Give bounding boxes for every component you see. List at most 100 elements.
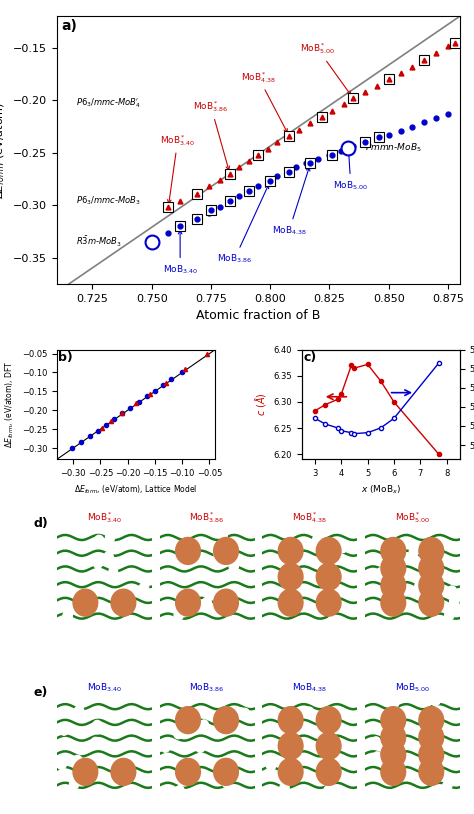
Circle shape: [57, 759, 66, 769]
Circle shape: [265, 554, 275, 564]
Circle shape: [319, 600, 328, 610]
Circle shape: [111, 759, 136, 786]
Circle shape: [316, 563, 341, 590]
X-axis label: Atomic fraction of B: Atomic fraction of B: [196, 309, 320, 322]
Circle shape: [316, 537, 341, 564]
Circle shape: [175, 786, 184, 796]
Circle shape: [125, 569, 134, 580]
Circle shape: [73, 759, 98, 786]
Circle shape: [69, 779, 79, 789]
Circle shape: [94, 535, 104, 545]
Circle shape: [273, 771, 283, 781]
Text: MoB$^*_{4.38}$: MoB$^*_{4.38}$: [241, 70, 287, 133]
Circle shape: [74, 706, 84, 716]
Circle shape: [176, 589, 201, 616]
Circle shape: [381, 724, 406, 751]
Circle shape: [195, 742, 205, 752]
Circle shape: [419, 572, 444, 599]
Circle shape: [214, 549, 223, 558]
Y-axis label: $\Delta E_{form}$, (eV/atom): $\Delta E_{form}$, (eV/atom): [0, 102, 8, 199]
Circle shape: [316, 733, 341, 759]
Circle shape: [278, 589, 303, 616]
Circle shape: [445, 610, 454, 620]
Circle shape: [381, 572, 406, 599]
X-axis label: $\Delta E_{form}$, (eV/atom), Lattice Model: $\Delta E_{form}$, (eV/atom), Lattice Mo…: [74, 484, 198, 496]
Circle shape: [312, 535, 322, 545]
Circle shape: [59, 725, 69, 735]
Text: MoB$^*_{5.00}$: MoB$^*_{5.00}$: [300, 42, 351, 95]
Circle shape: [419, 742, 444, 768]
Circle shape: [268, 707, 278, 717]
Circle shape: [176, 547, 186, 558]
Circle shape: [409, 547, 419, 557]
Text: e): e): [33, 686, 47, 699]
X-axis label: $x$ (MoB$_x$): $x$ (MoB$_x$): [361, 484, 401, 496]
Text: $Pmmn$-MoB$_5$: $Pmmn$-MoB$_5$: [365, 142, 422, 154]
Title: MoB$_{3.40}$: MoB$_{3.40}$: [87, 682, 122, 694]
Circle shape: [419, 589, 444, 616]
Text: MoB$^*_{3.40}$: MoB$^*_{3.40}$: [160, 133, 195, 204]
Text: b): b): [58, 351, 73, 364]
Circle shape: [447, 586, 456, 596]
Circle shape: [92, 720, 102, 731]
Circle shape: [174, 610, 183, 620]
Title: MoB$^*_{3.86}$: MoB$^*_{3.86}$: [190, 510, 225, 525]
Y-axis label: $\Delta E_{form}$, (eV/atom), DFT: $\Delta E_{form}$, (eV/atom), DFT: [4, 361, 16, 449]
Circle shape: [419, 707, 444, 733]
Circle shape: [226, 616, 235, 627]
Circle shape: [383, 775, 392, 785]
Circle shape: [381, 554, 406, 582]
Circle shape: [73, 589, 98, 616]
Circle shape: [371, 737, 381, 747]
Circle shape: [381, 759, 406, 786]
Circle shape: [389, 698, 399, 708]
Circle shape: [105, 532, 115, 542]
Circle shape: [324, 786, 333, 796]
Circle shape: [373, 752, 382, 762]
Text: MoB$_{4.38}$: MoB$_{4.38}$: [272, 167, 310, 237]
Circle shape: [419, 759, 444, 786]
Text: $R\bar{3}m$-MoB$_3$: $R\bar{3}m$-MoB$_3$: [76, 234, 122, 249]
Circle shape: [161, 742, 170, 752]
Circle shape: [173, 729, 183, 739]
Title: MoB$^*_{3.40}$: MoB$^*_{3.40}$: [87, 510, 122, 525]
Circle shape: [93, 558, 102, 568]
Circle shape: [316, 759, 341, 786]
Circle shape: [91, 737, 100, 747]
Circle shape: [214, 759, 238, 786]
Circle shape: [104, 552, 113, 562]
Circle shape: [199, 720, 209, 730]
Circle shape: [329, 539, 338, 549]
Circle shape: [240, 708, 249, 719]
Y-axis label: $c$ ($\AA$): $c$ ($\AA$): [253, 392, 268, 417]
Circle shape: [381, 589, 406, 616]
Circle shape: [93, 724, 102, 734]
Text: $P6_3/mmc$-MoB$_4'$: $P6_3/mmc$-MoB$_4'$: [76, 97, 141, 110]
Circle shape: [376, 567, 386, 578]
Title: MoB$_{5.00}$: MoB$_{5.00}$: [395, 682, 430, 694]
Text: MoB$_{5.00}$: MoB$_{5.00}$: [333, 151, 368, 191]
Circle shape: [419, 554, 444, 582]
Circle shape: [278, 733, 303, 759]
Text: MoB$_{3.86}$: MoB$_{3.86}$: [217, 185, 269, 265]
Text: c): c): [303, 351, 317, 364]
Circle shape: [421, 603, 431, 613]
Circle shape: [111, 589, 136, 616]
Circle shape: [381, 537, 406, 564]
Text: $P6_3/mmc$-MoB$_3$: $P6_3/mmc$-MoB$_3$: [76, 195, 141, 207]
Circle shape: [214, 537, 238, 564]
Circle shape: [278, 563, 303, 590]
Circle shape: [266, 760, 276, 771]
Circle shape: [278, 707, 303, 733]
Title: MoB$^*_{4.38}$: MoB$^*_{4.38}$: [292, 510, 327, 525]
Circle shape: [63, 610, 73, 620]
Circle shape: [109, 567, 118, 578]
Circle shape: [449, 597, 459, 606]
Circle shape: [289, 733, 298, 743]
Text: MoB$^*_{3.86}$: MoB$^*_{3.86}$: [193, 99, 229, 170]
Circle shape: [285, 551, 295, 562]
Circle shape: [280, 782, 289, 793]
Circle shape: [236, 707, 246, 718]
Circle shape: [381, 707, 406, 733]
Circle shape: [338, 542, 348, 553]
